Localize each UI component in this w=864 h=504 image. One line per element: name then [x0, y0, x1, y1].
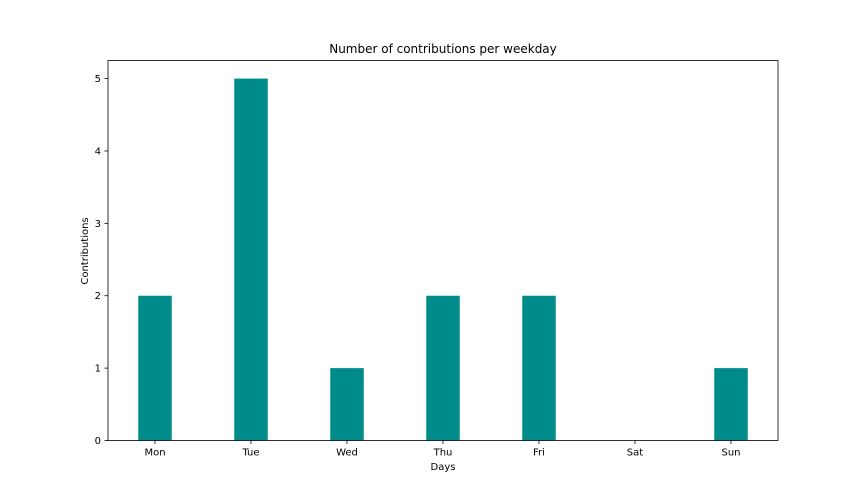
x-tick-label: Thu [433, 448, 453, 459]
y-tick-label: 2 [95, 291, 101, 302]
bar-tue [234, 78, 268, 441]
bar-thu [426, 295, 460, 441]
y-tick-label: 3 [95, 219, 101, 230]
bar-fri [522, 295, 556, 441]
y-tick-label: 1 [95, 364, 101, 375]
x-axis: Mon Tue Wed Thu Fri Sat Sun [144, 440, 741, 459]
x-tick-label: Wed [336, 448, 358, 459]
x-tick-label: Sat [627, 448, 643, 459]
bar-wed [330, 368, 364, 441]
x-axis-label: Days [431, 462, 456, 473]
x-tick-label: Tue [241, 448, 259, 459]
bar-sun [714, 368, 748, 441]
bar-mon [138, 295, 172, 441]
x-tick-label: Sun [721, 448, 740, 459]
y-tick-label: 4 [95, 146, 101, 157]
x-tick-label: Fri [533, 448, 545, 459]
bars-group [138, 78, 748, 441]
y-axis-label: Contributions [80, 217, 91, 284]
x-tick-label: Mon [144, 448, 165, 459]
y-tick-label: 5 [95, 74, 101, 85]
chart-title: Number of contributions per weekday [329, 42, 557, 56]
y-tick-label: 0 [95, 436, 101, 447]
y-axis: 0 1 2 3 4 5 [95, 74, 108, 447]
